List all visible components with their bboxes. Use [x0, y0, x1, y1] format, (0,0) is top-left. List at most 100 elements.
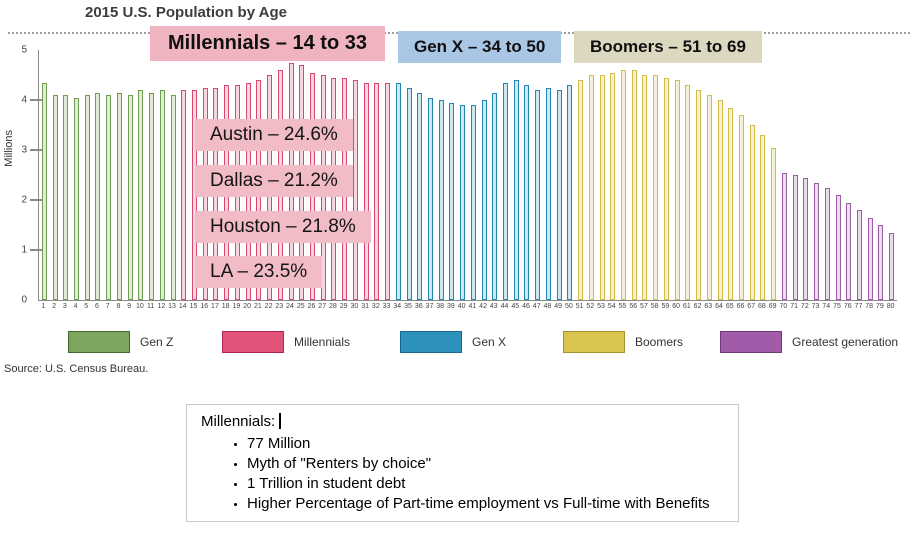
notes-textbox[interactable]: Millennials: 77 Million Myth of "Renters…	[186, 404, 739, 522]
city-stat-la: LA – 23.5%	[195, 256, 323, 288]
bar-age-47	[535, 90, 541, 300]
bar-age-51	[578, 80, 584, 300]
x-tick-78: 78	[865, 303, 874, 310]
x-tick-61: 61	[682, 303, 691, 310]
bar-age-32	[374, 82, 380, 300]
bar-age-80	[889, 232, 895, 300]
bar-age-43	[492, 92, 498, 300]
bar-age-48	[545, 87, 551, 300]
x-tick-60: 60	[672, 303, 681, 310]
x-tick-63: 63	[704, 303, 713, 310]
x-tick-28: 28	[329, 303, 337, 310]
bar-age-42	[481, 100, 487, 300]
x-tick-44: 44	[500, 303, 509, 310]
plot-area	[38, 50, 897, 301]
x-tick-8: 8	[116, 303, 121, 310]
bar-age-44	[503, 82, 509, 300]
x-tick-22: 22	[264, 303, 273, 310]
boomers-band-label: Boomers – 51 to 69	[574, 31, 762, 63]
y-tick-mark-1	[30, 249, 43, 251]
bar-age-65	[728, 107, 734, 300]
y-axis-labels: 0 1 2 3 4 5	[0, 45, 34, 306]
x-tick-49: 49	[554, 303, 563, 310]
y-tick-label-0: 0	[21, 294, 27, 306]
bar-age-57	[642, 75, 648, 300]
y-tick-label-4: 4	[21, 94, 27, 106]
legend-item-millennials: Millennials	[222, 331, 350, 353]
x-tick-67: 67	[747, 303, 756, 310]
bullet-item: 77 Million	[247, 434, 728, 453]
bar-age-46	[524, 85, 530, 300]
x-tick-46: 46	[522, 303, 530, 310]
bar-age-2	[52, 95, 58, 300]
x-tick-58: 58	[650, 303, 659, 310]
x-tick-10: 10	[135, 303, 144, 310]
x-axis-labels: 1 2 3 4 5 6 7 8 9 10 11 12 13 14 15 16 17 18 19 20 21 22 23 24 2…	[38, 303, 896, 315]
bar-age-5	[84, 95, 90, 300]
source-note: Source: U.S. Census Bureau.	[4, 363, 149, 375]
x-tick-51: 51	[575, 303, 584, 310]
bar-age-49	[556, 90, 562, 300]
bullet-item: Higher Percentage of Part-time employmen…	[247, 494, 728, 513]
bar-age-8	[116, 92, 122, 300]
bar-age-45	[513, 80, 519, 300]
x-tick-74: 74	[822, 303, 831, 310]
x-tick-71: 71	[790, 303, 798, 310]
bar-age-12	[159, 90, 165, 300]
bar-age-71	[792, 175, 798, 300]
x-tick-55: 55	[618, 303, 627, 310]
bar-age-72	[803, 177, 809, 300]
bar-age-34	[395, 82, 401, 300]
bar-age-69	[771, 147, 777, 300]
x-tick-12: 12	[157, 303, 166, 310]
bar-age-52	[588, 75, 594, 300]
x-tick-29: 29	[339, 303, 348, 310]
bar-age-76	[846, 202, 852, 300]
x-tick-40: 40	[457, 303, 466, 310]
bar-age-63	[706, 95, 712, 300]
millennials-band-label: Millennials – 14 to 33	[150, 26, 385, 61]
x-tick-5: 5	[84, 303, 89, 310]
greatest-generation-swatch	[720, 331, 782, 353]
x-tick-15: 15	[189, 303, 198, 310]
x-tick-59: 59	[661, 303, 670, 310]
x-tick-41: 41	[468, 303, 477, 310]
bar-age-7	[106, 95, 112, 300]
bar-age-53	[599, 75, 605, 300]
textbox-bullet-list: 77 Million Myth of "Renters by choice" 1…	[199, 434, 728, 513]
legend-item-genx: Gen X	[400, 331, 506, 353]
legend-item-greatest: Greatest generation	[720, 331, 898, 353]
bar-age-70	[781, 172, 787, 300]
x-tick-73: 73	[811, 303, 820, 310]
x-tick-56: 56	[629, 303, 638, 310]
bar-age-54	[610, 72, 616, 300]
bar-age-50	[567, 85, 573, 300]
bar-age-66	[738, 115, 744, 300]
x-tick-37: 37	[425, 303, 434, 310]
x-tick-18: 18	[221, 303, 230, 310]
bar-age-58	[653, 75, 659, 300]
bar-age-78	[867, 217, 873, 300]
x-tick-57: 57	[640, 303, 648, 310]
bar-age-74	[824, 187, 830, 300]
x-tick-43: 43	[489, 303, 498, 310]
x-tick-27: 27	[318, 303, 327, 310]
bar-age-3	[63, 95, 69, 300]
bar-age-10	[138, 90, 144, 300]
bullet-item: 1 Trillion in student debt	[247, 474, 728, 493]
x-tick-79: 79	[876, 303, 884, 310]
x-tick-75: 75	[833, 303, 841, 310]
bar-age-11	[149, 92, 155, 300]
x-tick-77: 77	[854, 303, 863, 310]
bar-age-77	[856, 210, 862, 300]
x-tick-47: 47	[532, 303, 541, 310]
x-tick-34: 34	[393, 303, 402, 310]
x-tick-4: 4	[73, 303, 78, 310]
bar-age-39	[449, 102, 455, 300]
bar-age-55	[621, 70, 626, 300]
y-tick-mark-4	[30, 99, 43, 101]
bar-age-37	[427, 97, 433, 300]
x-tick-3: 3	[62, 303, 67, 310]
x-tick-2: 2	[52, 303, 57, 310]
